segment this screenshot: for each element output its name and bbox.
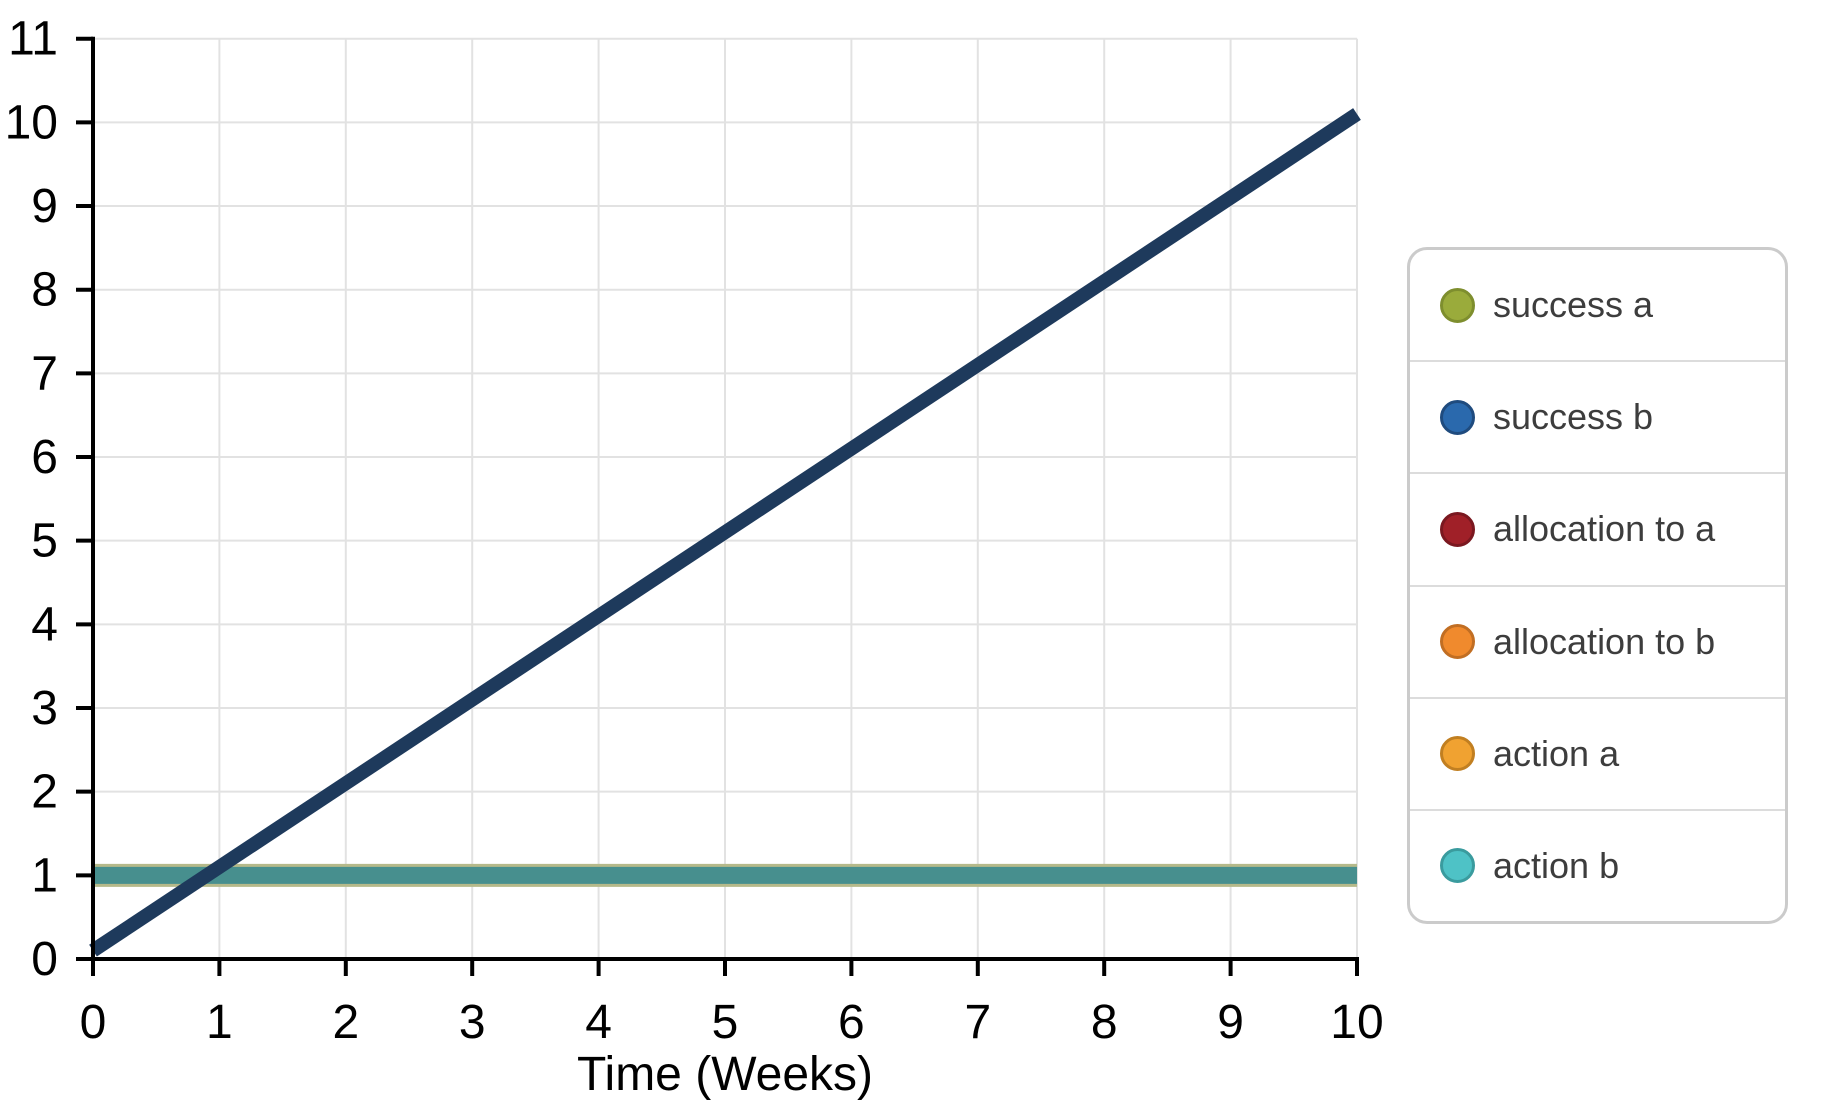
series-marker-icon xyxy=(1440,624,1475,660)
x-tick-label-2: 2 xyxy=(332,996,359,1049)
x-tick-label-3: 3 xyxy=(459,996,486,1049)
y-tick-label-5: 5 xyxy=(31,515,58,568)
y-tick-label-7: 7 xyxy=(31,347,58,400)
legend-label: action a xyxy=(1493,732,1620,774)
y-tick-label-6: 6 xyxy=(31,431,58,484)
legend-item-success-b: success b xyxy=(1410,360,1785,472)
legend-label: allocation to a xyxy=(1493,508,1716,550)
legend-item-action-a: action a xyxy=(1410,696,1785,809)
legend-item-action-b: action b xyxy=(1410,808,1785,921)
x-tick-label-9: 9 xyxy=(1217,996,1244,1049)
legend-item-allocation-to-b: allocation to b xyxy=(1410,584,1785,697)
legend-item-allocation-to-a: allocation to a xyxy=(1410,472,1785,584)
legend-label: success a xyxy=(1493,284,1654,326)
series-marker-icon xyxy=(1440,848,1475,884)
x-tick-label-1: 1 xyxy=(206,996,233,1049)
y-tick-label-1: 1 xyxy=(31,849,58,902)
x-tick-label-6: 6 xyxy=(838,996,865,1049)
x-tick-label-10: 10 xyxy=(1330,996,1383,1049)
series-marker-icon xyxy=(1440,287,1475,323)
x-tick-label-8: 8 xyxy=(1091,996,1118,1049)
legend-label: allocation to b xyxy=(1493,620,1716,662)
y-tick-label-0: 0 xyxy=(31,933,58,986)
series-line-success-b xyxy=(89,108,1361,957)
x-tick-label-4: 4 xyxy=(585,996,612,1049)
legend-label: success b xyxy=(1493,396,1654,438)
y-tick-label-3: 3 xyxy=(31,682,58,735)
y-tick-label-10: 10 xyxy=(5,96,58,149)
legend: success a success b allocation to a allo… xyxy=(1407,247,1788,924)
x-tick-label-0: 0 xyxy=(80,996,107,1049)
series-marker-icon xyxy=(1440,511,1475,547)
series-marker-icon xyxy=(1440,736,1475,772)
x-tick-label-7: 7 xyxy=(964,996,991,1049)
legend-item-success-a: success a xyxy=(1410,250,1785,360)
x-axis-title: Time (Weeks) xyxy=(577,1048,873,1101)
y-tick-label-9: 9 xyxy=(31,180,58,233)
series-marker-icon xyxy=(1440,399,1475,435)
y-tick-label-8: 8 xyxy=(31,264,58,317)
x-tick-label-5: 5 xyxy=(712,996,739,1049)
legend-label: action b xyxy=(1493,844,1620,886)
y-tick-label-4: 4 xyxy=(31,598,58,651)
y-tick-label-11: 11 xyxy=(8,13,58,66)
y-tick-label-2: 2 xyxy=(31,766,58,819)
